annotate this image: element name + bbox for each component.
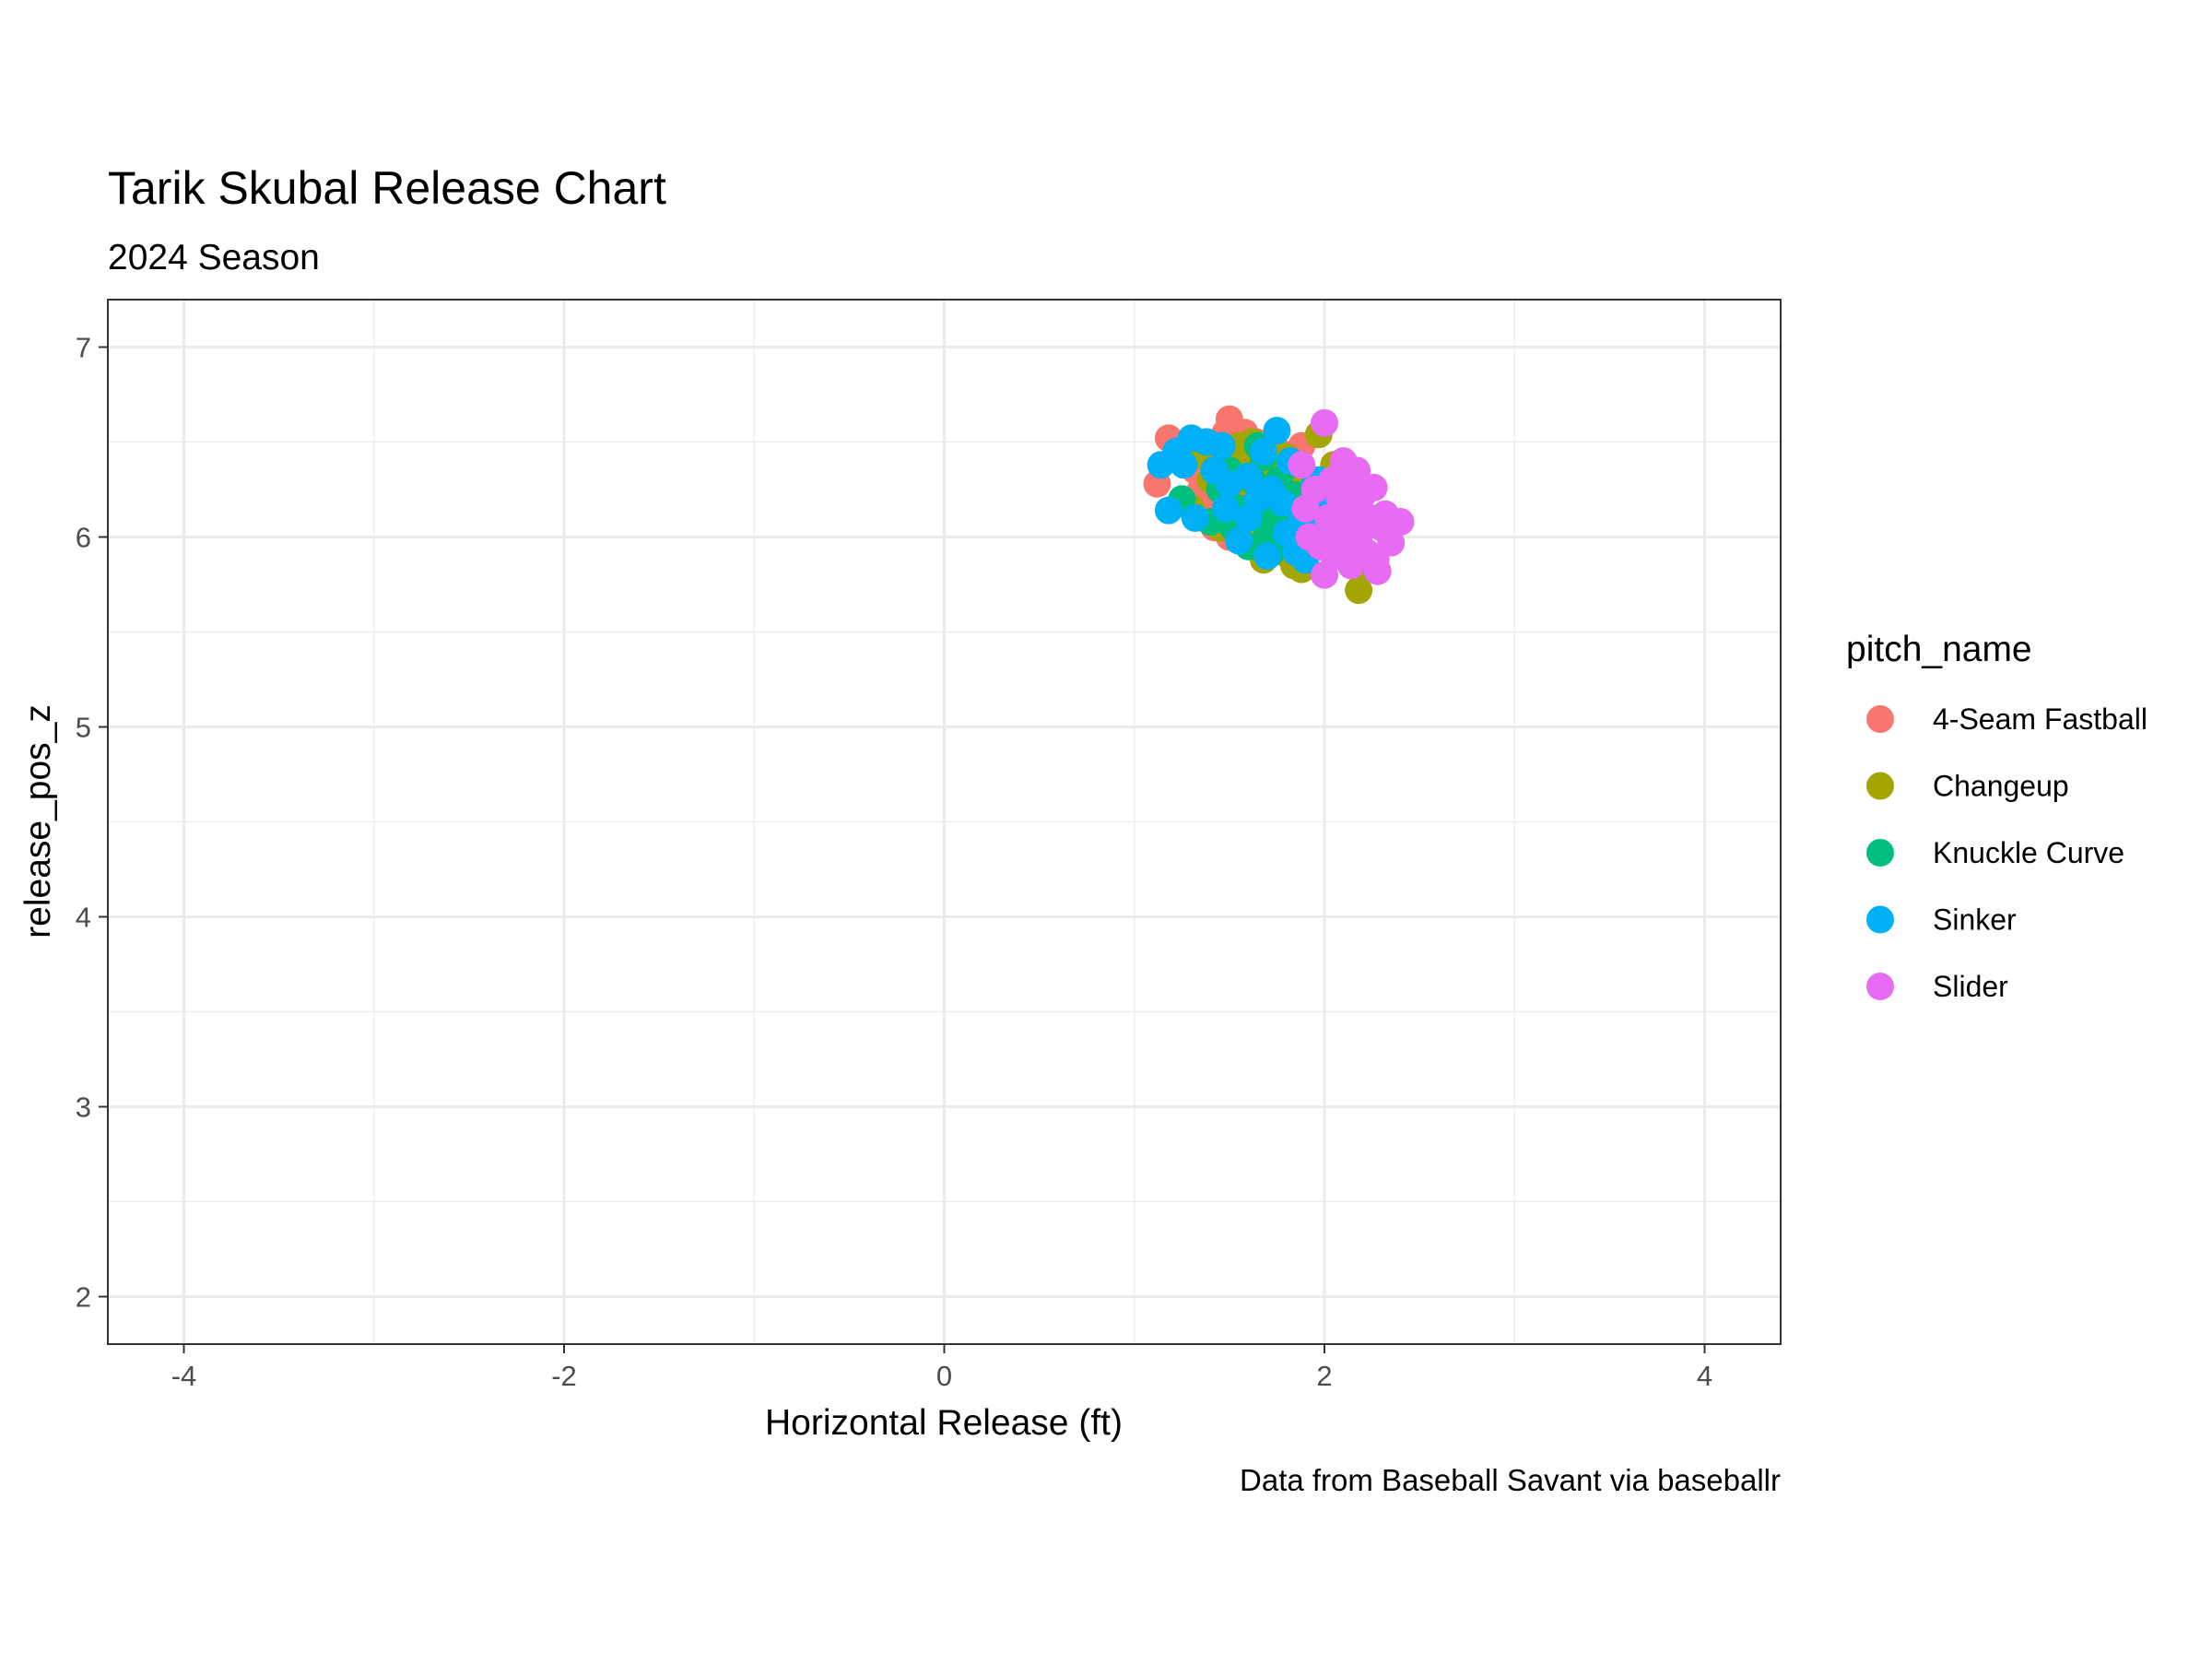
point-sinker [1257,476,1286,503]
major-gridlines [108,300,1781,1344]
point-sinker [1263,417,1291,445]
point-sinker [1211,494,1240,523]
y-tick-label: 6 [76,522,91,554]
legend-label-knuckle-curve: Knuckle Curve [1933,836,2124,869]
legend-key-sinker [1866,905,1894,934]
point-slider [1359,473,1388,502]
chart-title: Tarik Skubal Release Chart [108,162,666,214]
y-tick-label: 7 [76,332,91,364]
y-tick-label: 3 [76,1092,91,1124]
x-axis: -4 -2 0 2 4 [171,1344,1712,1392]
point-slider [1377,528,1406,557]
point-slider [1311,408,1338,437]
legend-key-slider [1866,973,1894,1000]
point-slider [1325,532,1354,561]
y-tick-label: 2 [76,1281,91,1314]
x-tick-label: 2 [1316,1360,1332,1392]
point-sinker [1225,526,1253,555]
x-tick-label: 4 [1697,1360,1712,1392]
x-tick-label: 0 [936,1360,952,1392]
legend-key-4-seam-fastball [1866,705,1894,733]
chart-subtitle: 2024 Season [108,238,320,277]
point-sinker [1207,431,1236,460]
x-tick-label: -4 [171,1360,197,1392]
legend: 4-Seam Fastball Changeup Knuckle Curve Sink… [1866,702,2147,1003]
legend-key-knuckle-curve [1866,839,1894,867]
point-sinker [1250,437,1277,466]
point-slider [1288,451,1316,479]
point-sinker [1170,451,1198,479]
point-sinker [1154,496,1182,525]
legend-key-changeup [1866,772,1894,800]
legend-title: pitch_name [1846,630,2032,669]
y-axis-label: release_pos_z [18,704,58,938]
point-slider [1363,557,1392,585]
x-axis-label: Horizontal Release (ft) [765,1403,1123,1443]
point-sinker [1234,462,1263,490]
point-slider [1386,508,1415,537]
legend-label-changeup: Changeup [1933,770,2069,803]
y-axis: 2 3 4 5 6 7 [76,332,108,1314]
x-tick-label: -2 [551,1360,577,1392]
legend-label-4-seam-fastball: 4-Seam Fastball [1933,702,2147,736]
point-sinker [1253,542,1282,571]
y-tick-label: 4 [76,902,91,934]
point-slider [1343,456,1371,485]
y-tick-label: 5 [76,712,91,744]
legend-label-slider: Slider [1933,970,2008,1003]
data-points [1143,405,1415,605]
point-slider [1341,513,1369,542]
point-sinker [1181,503,1209,532]
legend-label-sinker: Sinker [1933,903,2017,937]
chart-caption: Data from Baseball Savant via baseballr [1240,1463,1781,1497]
